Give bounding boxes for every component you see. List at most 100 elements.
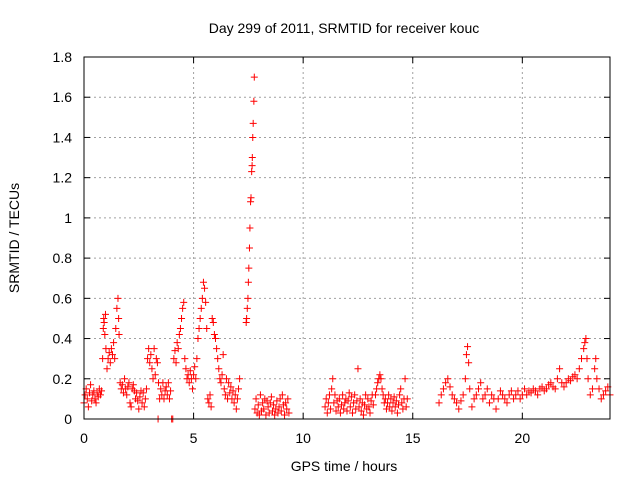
data-point xyxy=(206,391,214,399)
data-point xyxy=(250,73,258,81)
y-tick-label: 1.4 xyxy=(53,129,73,145)
chart-title: Day 299 of 2011, SRMTID for receiver kou… xyxy=(209,20,480,36)
data-point xyxy=(362,391,370,399)
data-point xyxy=(602,387,610,395)
data-point xyxy=(176,325,184,332)
data-point xyxy=(465,359,473,367)
data-point xyxy=(164,379,172,387)
data-point xyxy=(124,383,132,391)
data-point xyxy=(277,407,285,415)
data-point xyxy=(157,385,165,393)
data-point xyxy=(127,403,135,411)
data-point xyxy=(398,399,406,407)
data-point xyxy=(197,304,205,312)
data-point xyxy=(92,399,100,407)
data-point xyxy=(190,371,198,379)
y-tick-label: 1.6 xyxy=(53,89,73,105)
data-point xyxy=(507,387,515,395)
data-point xyxy=(222,375,230,383)
data-point xyxy=(505,391,513,399)
data-point xyxy=(453,399,461,407)
data-point xyxy=(230,399,238,407)
data-point xyxy=(499,391,507,399)
data-point xyxy=(538,383,546,391)
data-point xyxy=(461,375,469,383)
data-point xyxy=(163,391,171,399)
data-point xyxy=(179,304,187,312)
data-point xyxy=(108,351,116,359)
data-point xyxy=(150,345,158,353)
data-point xyxy=(188,385,196,393)
data-point xyxy=(180,298,188,306)
data-point xyxy=(593,375,601,383)
data-point xyxy=(146,359,154,367)
data-point xyxy=(205,399,213,407)
data-point xyxy=(283,405,291,413)
data-point xyxy=(464,343,472,351)
data-point xyxy=(147,351,155,359)
plot-frame xyxy=(83,56,611,420)
data-point xyxy=(110,339,118,347)
data-point xyxy=(374,379,382,387)
grid-lines xyxy=(84,57,610,419)
data-point xyxy=(439,385,447,393)
data-point xyxy=(588,385,596,393)
data-point xyxy=(282,399,290,407)
data-point xyxy=(98,387,106,395)
data-point xyxy=(212,335,219,343)
data-point xyxy=(254,401,262,409)
data-point xyxy=(331,391,339,399)
data-point xyxy=(542,385,550,393)
data-point xyxy=(450,395,458,403)
y-axis-label: SRMTID / TECUs xyxy=(6,183,22,293)
data-point xyxy=(396,391,404,399)
data-point xyxy=(477,379,485,387)
data-point xyxy=(174,345,182,353)
data-point xyxy=(496,387,504,395)
data-point xyxy=(136,393,144,401)
data-point xyxy=(437,391,445,399)
data-point xyxy=(390,393,398,401)
data-point xyxy=(250,97,258,105)
y-tick-label: 1.2 xyxy=(53,170,73,186)
data-point xyxy=(220,385,228,393)
data-point xyxy=(551,385,559,393)
data-point xyxy=(167,387,175,395)
data-point xyxy=(125,379,133,387)
data-point xyxy=(244,294,252,302)
data-point xyxy=(215,365,223,373)
data-point xyxy=(249,119,257,127)
data-point xyxy=(101,310,109,318)
data-point xyxy=(216,375,224,383)
data-point xyxy=(351,391,359,399)
data-point xyxy=(126,399,134,407)
data-point xyxy=(366,409,374,417)
data-point xyxy=(103,365,111,373)
data-point xyxy=(123,391,131,399)
data-point xyxy=(547,379,555,387)
data-point xyxy=(196,314,204,322)
data-point xyxy=(246,224,254,232)
y-tick-label: 1 xyxy=(64,210,72,226)
data-point xyxy=(356,395,364,403)
y-axis-ticks: 0 0.2 0.4 0.6 0.8 1 1.2 1.4 1.6 1.8 xyxy=(53,49,610,427)
data-point xyxy=(227,383,235,391)
data-point xyxy=(571,371,579,379)
data-point xyxy=(481,391,489,399)
data-point xyxy=(107,345,115,353)
data-point xyxy=(527,389,535,397)
data-point xyxy=(267,393,275,401)
data-point xyxy=(446,383,454,391)
data-point xyxy=(170,355,178,363)
data-point xyxy=(470,395,478,403)
data-point xyxy=(182,365,190,373)
data-point xyxy=(135,405,143,413)
data-point xyxy=(199,278,207,286)
data-point xyxy=(466,385,474,393)
data-point xyxy=(152,355,160,363)
data-point xyxy=(485,399,493,407)
data-point xyxy=(248,168,256,176)
data-point xyxy=(444,375,452,383)
data-point xyxy=(369,401,377,409)
data-point xyxy=(581,339,589,347)
